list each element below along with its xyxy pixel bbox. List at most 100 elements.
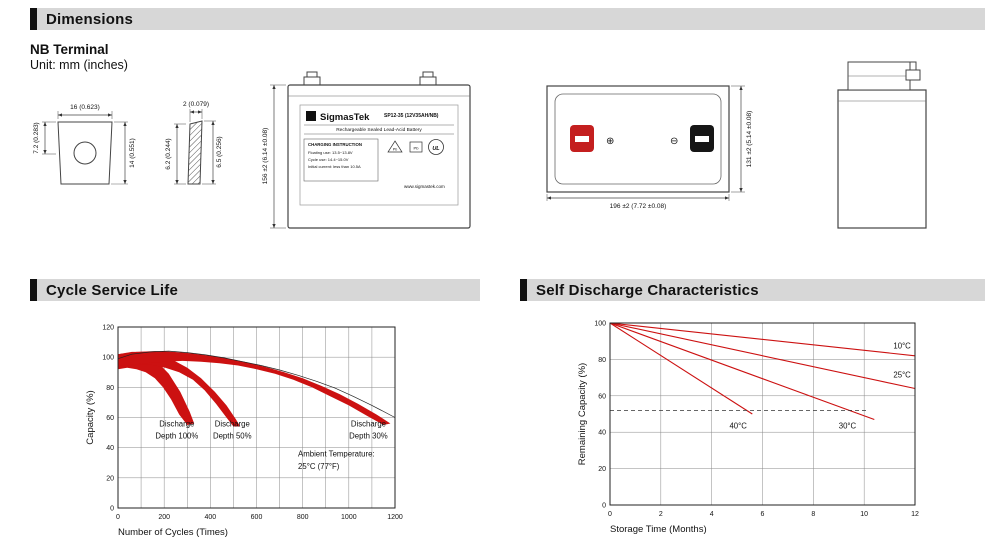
- model-number: SP12-35 (12V35AH/NB): [384, 113, 439, 119]
- plot-border: [609, 322, 916, 506]
- negative-terminal-slot: [695, 136, 709, 142]
- chart-annotation: Depth 50%: [213, 432, 252, 441]
- section-title-cycle-life: Cycle Service Life: [46, 281, 179, 299]
- chart-annotation: Discharge: [159, 420, 194, 429]
- x-axis-label: Storage Time (Months): [610, 524, 707, 535]
- website-text: www.sigmastek.com: [404, 184, 445, 189]
- chart-band: [118, 352, 195, 425]
- battery-type-text: Rechargeable Sealed Lead-Acid Battery: [336, 127, 422, 133]
- y-tick-label: 40: [598, 430, 606, 437]
- recycle-icon: [387, 140, 403, 153]
- y-tick-label: 0: [110, 506, 114, 513]
- dim-terminal-height: 14 (0.551): [129, 138, 136, 168]
- y-tick-label: 80: [106, 385, 114, 392]
- brand-logo-icon: [306, 111, 316, 121]
- dim-battery-length: 196 ±2 (7.72 ±0.08): [610, 203, 667, 210]
- battery-side-view: [837, 61, 927, 229]
- y-tick-label: 20: [106, 475, 114, 482]
- ul-mark-icon: [428, 139, 444, 155]
- charging-title: CHARGING INSTRUCTION: [308, 142, 362, 147]
- x-tick-label: 0: [608, 511, 612, 518]
- y-tick-label: 40: [106, 445, 114, 452]
- positive-terminal-slot: [575, 136, 589, 142]
- terminal-bolt-hole: [73, 141, 97, 165]
- x-tick-label: 6: [761, 511, 765, 518]
- battery-terminal-cap: [306, 71, 318, 78]
- x-tick-label: 8: [811, 511, 815, 518]
- dim-battery-width: 131 ±2 (5.14 ±0.08): [746, 111, 753, 168]
- terminal-front-drawing: 16 (0.623) 7.2 (0.283) 14 (0.551): [33, 104, 136, 185]
- chart-annotation: 30°C: [839, 422, 857, 431]
- chart-annotation: 25°C: [893, 371, 911, 380]
- dim-battery-height: 156 ±2 (6.14 ±0.08): [262, 128, 269, 185]
- y-tick-label: 100: [102, 355, 114, 362]
- brand-name: SigmasTek: [320, 112, 370, 123]
- charging-line-2: Cycle use: 14.4~15.0V: [308, 157, 349, 162]
- dim-terminal-width: 16 (0.623): [70, 104, 100, 111]
- positive-symbol: ⊕: [606, 136, 614, 147]
- brand-logo-letter: S: [309, 114, 314, 121]
- unit-note: Unit: mm (inches): [30, 58, 128, 72]
- y-tick-label: 0: [602, 503, 606, 510]
- dim-terminal-upper-height: 7.2 (0.283): [33, 122, 40, 153]
- terminal-body-outline: [57, 121, 113, 185]
- pb-box-icon: [409, 141, 423, 153]
- chart-series-line: [609, 322, 875, 421]
- chart-annotation: Discharge: [215, 420, 250, 429]
- charging-line-3: Initial current: less than 10.5A: [308, 164, 361, 169]
- x-tick-label: 2: [659, 511, 663, 518]
- section-title-dimensions: Dimensions: [46, 10, 134, 28]
- chart-annotation: 10°C: [893, 341, 911, 350]
- y-tick-label: 80: [598, 357, 606, 364]
- x-tick-label: 12: [911, 511, 919, 518]
- self-discharge-chart: 0 2 4 6 8 10 12 0 20 40 60 80 100 10°C 25°C 30°C 40°C Sto…: [577, 321, 919, 536]
- dim-terminal-side-left: 6.2 (0.244): [165, 138, 172, 169]
- plot-border: [117, 326, 396, 509]
- y-tick-label: 20: [598, 466, 606, 473]
- x-tick-label: 4: [710, 511, 714, 518]
- header-accent-block: [520, 279, 527, 301]
- chart-annotation: 40°C: [729, 422, 747, 431]
- chart-annotation: Depth 30%: [349, 432, 388, 441]
- negative-symbol: ⊖: [670, 136, 678, 147]
- y-tick-label: 120: [102, 325, 114, 332]
- dim-terminal-thickness: 2 (0.079): [183, 101, 209, 108]
- x-tick-label: 1200: [387, 514, 403, 521]
- x-tick-label: 1000: [341, 514, 357, 521]
- battery-top-view: ⊕ ⊖ 196 ±2 (7.72 ±0.08) 131 ±2 (5.14 ±0.…: [546, 85, 753, 210]
- x-tick-label: 10: [860, 511, 868, 518]
- terminal-side-profile: [187, 120, 203, 185]
- y-tick-label: 60: [106, 415, 114, 422]
- side-view-body: [837, 89, 927, 229]
- x-tick-label: 200: [158, 514, 170, 521]
- x-tick-label: 800: [297, 514, 309, 521]
- section-header-dimensions: Dimensions: [30, 8, 985, 30]
- x-tick-label: 400: [204, 514, 216, 521]
- battery-terminal-cap: [422, 71, 434, 78]
- top-view-inner-outline: [554, 93, 722, 185]
- chart-series-line: [117, 350, 396, 418]
- side-view-terminal-post: [909, 61, 917, 71]
- section-title-self-discharge: Self Discharge Characteristics: [536, 281, 759, 299]
- chart-band: [118, 351, 391, 425]
- y-axis-label: Remaining Capacity (%): [577, 363, 588, 465]
- charging-instruction-box: [303, 138, 379, 182]
- chart-annotation: 25°C (77°F): [298, 462, 340, 471]
- y-tick-label: 60: [598, 393, 606, 400]
- chart-series-line: [609, 322, 916, 357]
- charging-line-1: Floating use: 13.5~13.8V: [308, 150, 353, 155]
- header-accent-block: [30, 279, 37, 301]
- pb-text: Pb: [414, 146, 420, 151]
- section-header-self-discharge: Self Discharge Characteristics: [520, 279, 985, 301]
- terminal-side-drawing: 2 (0.079) 6.2 (0.244) 6.5 (0.256): [165, 101, 223, 185]
- chart-series-line: [609, 322, 916, 390]
- chart-annotation: Depth 100%: [155, 432, 198, 441]
- dim-terminal-side-right: 6.5 (0.256): [216, 136, 223, 167]
- cycle-service-life-chart: 0 200 400 600 800 1000 1200 0 20 40 60 80 100 120 Disc…: [85, 325, 403, 539]
- pb-text: Pb: [393, 148, 397, 152]
- section-header-cycle-life: Cycle Service Life: [30, 279, 480, 301]
- y-axis-label: Capacity (%): [85, 390, 96, 444]
- chart-annotation: Ambient Temperature:: [298, 450, 375, 459]
- x-tick-label: 600: [251, 514, 263, 521]
- battery-label-area: [299, 104, 459, 206]
